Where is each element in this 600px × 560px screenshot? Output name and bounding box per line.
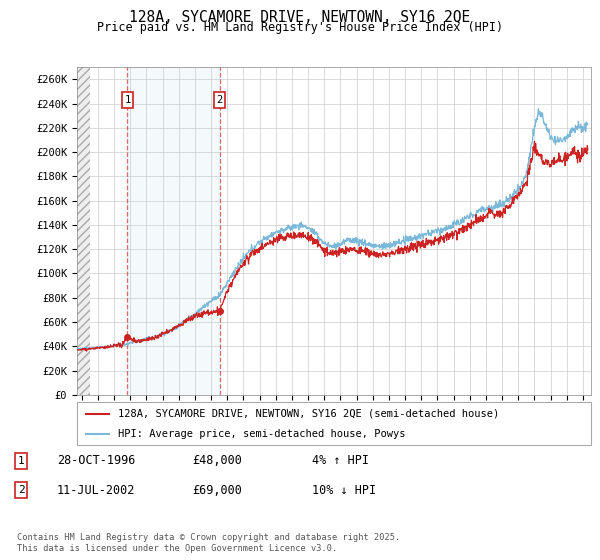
Text: 4% ↑ HPI: 4% ↑ HPI: [312, 454, 369, 468]
Text: 2: 2: [17, 485, 25, 495]
Text: HPI: Average price, semi-detached house, Powys: HPI: Average price, semi-detached house,…: [118, 430, 406, 439]
Text: 2: 2: [217, 95, 223, 105]
Bar: [77, 67, 90, 395]
Text: 1: 1: [124, 95, 131, 105]
Text: 1: 1: [17, 456, 25, 466]
Text: 128A, SYCAMORE DRIVE, NEWTOWN, SY16 2QE: 128A, SYCAMORE DRIVE, NEWTOWN, SY16 2QE: [130, 10, 470, 25]
Text: 11-JUL-2002: 11-JUL-2002: [57, 483, 136, 497]
Text: £48,000: £48,000: [192, 454, 242, 468]
Text: 128A, SYCAMORE DRIVE, NEWTOWN, SY16 2QE (semi-detached house): 128A, SYCAMORE DRIVE, NEWTOWN, SY16 2QE …: [118, 409, 499, 419]
Bar: [127, 67, 220, 395]
Text: 10% ↓ HPI: 10% ↓ HPI: [312, 483, 376, 497]
Text: Contains HM Land Registry data © Crown copyright and database right 2025.
This d: Contains HM Land Registry data © Crown c…: [17, 533, 400, 553]
FancyBboxPatch shape: [77, 402, 591, 445]
Text: £69,000: £69,000: [192, 483, 242, 497]
Text: Price paid vs. HM Land Registry's House Price Index (HPI): Price paid vs. HM Land Registry's House …: [97, 21, 503, 34]
Text: 28-OCT-1996: 28-OCT-1996: [57, 454, 136, 468]
